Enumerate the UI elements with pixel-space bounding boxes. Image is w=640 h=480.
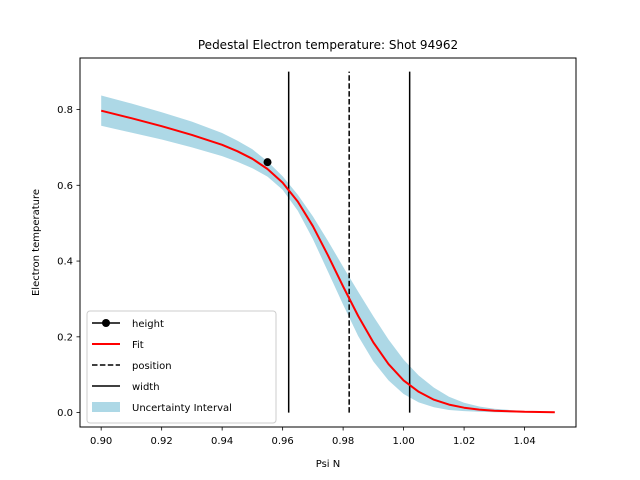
x-tick-label: 1.04 — [513, 436, 535, 447]
x-axis: 0.90 0.92 0.94 0.96 0.98 1.00 1.02 1.04 — [90, 427, 536, 447]
x-tick-label: 0.92 — [151, 436, 173, 447]
plot-area — [100, 71, 555, 414]
x-tick-label: 0.94 — [211, 436, 233, 447]
chart-title: Pedestal Electron temperature: Shot 9496… — [198, 38, 458, 52]
x-tick-label: 1.02 — [453, 436, 475, 447]
legend-uncertainty-patch — [92, 402, 120, 412]
legend-label: Fit — [132, 340, 144, 351]
x-tick-label: 0.98 — [332, 436, 354, 447]
legend-box — [86, 310, 277, 424]
legend-label: position — [132, 361, 172, 372]
fit-line — [100, 109, 555, 414]
y-tick-label: 0.8 — [57, 105, 73, 116]
y-tick-label: 0.0 — [57, 408, 73, 419]
legend-label: Uncertainty Interval — [132, 403, 232, 414]
y-axis: 0.0 0.2 0.4 0.6 0.8 — [57, 105, 80, 419]
y-tick-label: 0.2 — [57, 332, 73, 343]
x-tick-label: 1.00 — [392, 436, 414, 447]
y-axis-label: Electron temperature — [31, 189, 42, 296]
x-tick-label: 0.96 — [272, 436, 294, 447]
height-point — [263, 158, 272, 167]
legend: height Fit position width Uncertainty Interv… — [86, 310, 277, 424]
legend-height-marker — [102, 319, 110, 327]
x-tick-label: 0.90 — [90, 436, 112, 447]
legend-label: width — [132, 382, 160, 393]
y-tick-label: 0.4 — [57, 257, 73, 268]
x-axis-label: Psi N — [316, 459, 341, 470]
y-tick-label: 0.6 — [57, 181, 73, 192]
axes-frame — [79, 57, 577, 428]
legend-label: height — [132, 319, 164, 330]
